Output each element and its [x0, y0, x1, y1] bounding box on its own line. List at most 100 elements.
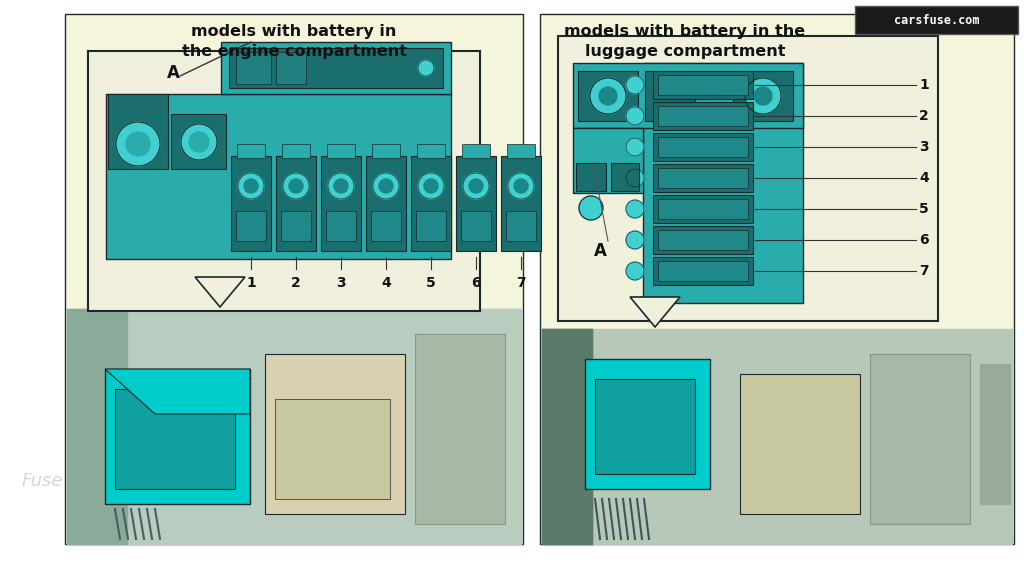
Bar [658, 168, 748, 188]
Circle shape [626, 76, 644, 94]
Bar [575, 163, 606, 191]
Text: 3: 3 [920, 140, 929, 154]
Bar [733, 71, 793, 121]
Bar [231, 156, 271, 251]
Bar [653, 133, 753, 161]
Bar [740, 374, 860, 514]
Circle shape [590, 78, 626, 114]
Text: 5: 5 [920, 202, 929, 216]
Bar [106, 94, 451, 259]
Bar [282, 144, 310, 158]
Bar [321, 156, 361, 251]
Text: 1: 1 [920, 78, 929, 92]
Bar [658, 261, 748, 281]
Bar [171, 114, 226, 169]
Text: models with battery in
the engine compartment: models with battery in the engine compar… [181, 24, 407, 59]
Text: 5: 5 [426, 276, 436, 290]
Circle shape [626, 138, 644, 156]
Circle shape [181, 124, 217, 160]
Bar [236, 211, 266, 241]
Text: 4: 4 [381, 276, 391, 290]
Bar [585, 359, 710, 489]
Bar [658, 199, 748, 219]
Circle shape [754, 87, 772, 105]
Bar [542, 329, 592, 544]
Bar [595, 379, 695, 474]
Bar [221, 42, 451, 94]
Bar [115, 389, 234, 489]
Polygon shape [195, 277, 245, 307]
Text: 6: 6 [920, 233, 929, 247]
Text: 7: 7 [516, 276, 525, 290]
Circle shape [126, 132, 150, 156]
Bar [611, 163, 639, 191]
Text: Fuse: Fuse [22, 472, 63, 490]
Bar [67, 309, 521, 544]
Bar [653, 71, 753, 99]
Bar [506, 211, 536, 241]
Circle shape [626, 200, 644, 218]
Bar [980, 364, 1010, 504]
Bar [65, 14, 523, 544]
Circle shape [626, 107, 644, 125]
Bar [501, 156, 541, 251]
Bar [540, 14, 1014, 544]
Circle shape [328, 173, 354, 199]
Bar [653, 257, 753, 285]
Bar [229, 48, 443, 88]
Circle shape [116, 122, 160, 166]
Bar [542, 329, 1012, 544]
Circle shape [379, 179, 393, 193]
Bar [108, 94, 168, 169]
Text: A: A [594, 242, 606, 260]
Bar [411, 156, 451, 251]
Circle shape [373, 173, 399, 199]
Text: 1: 1 [246, 276, 256, 290]
Bar [578, 71, 638, 121]
Circle shape [289, 179, 303, 193]
Bar [507, 144, 535, 158]
Bar [870, 354, 970, 524]
Bar [653, 102, 753, 130]
Circle shape [745, 78, 781, 114]
Circle shape [424, 179, 438, 193]
Bar [326, 211, 356, 241]
Circle shape [418, 60, 434, 76]
Bar [276, 52, 306, 84]
Circle shape [418, 173, 444, 199]
Text: 6: 6 [471, 276, 481, 290]
Bar [265, 354, 406, 514]
Bar [88, 51, 480, 311]
Circle shape [579, 196, 603, 220]
Text: 4: 4 [920, 171, 929, 185]
Bar [658, 106, 748, 126]
Bar [275, 399, 390, 499]
Bar [372, 144, 400, 158]
Bar [456, 156, 496, 251]
Bar [542, 329, 592, 544]
Bar [573, 128, 643, 193]
Bar [417, 144, 445, 158]
Circle shape [189, 132, 209, 152]
Text: 3: 3 [336, 276, 346, 290]
Circle shape [508, 173, 534, 199]
Bar [558, 36, 938, 321]
Bar [658, 137, 748, 157]
Bar [416, 211, 446, 241]
Circle shape [626, 262, 644, 280]
Text: carsfuse.com: carsfuse.com [894, 13, 980, 26]
Polygon shape [630, 297, 680, 327]
Circle shape [514, 179, 528, 193]
Bar [415, 334, 505, 524]
Circle shape [283, 173, 309, 199]
Bar [276, 156, 316, 251]
Bar [653, 164, 753, 192]
Circle shape [469, 179, 483, 193]
Text: 7: 7 [920, 264, 929, 278]
Bar [573, 63, 803, 128]
Bar [855, 6, 1018, 34]
Bar [281, 211, 311, 241]
Bar [643, 63, 803, 303]
Circle shape [463, 173, 489, 199]
Circle shape [238, 173, 264, 199]
